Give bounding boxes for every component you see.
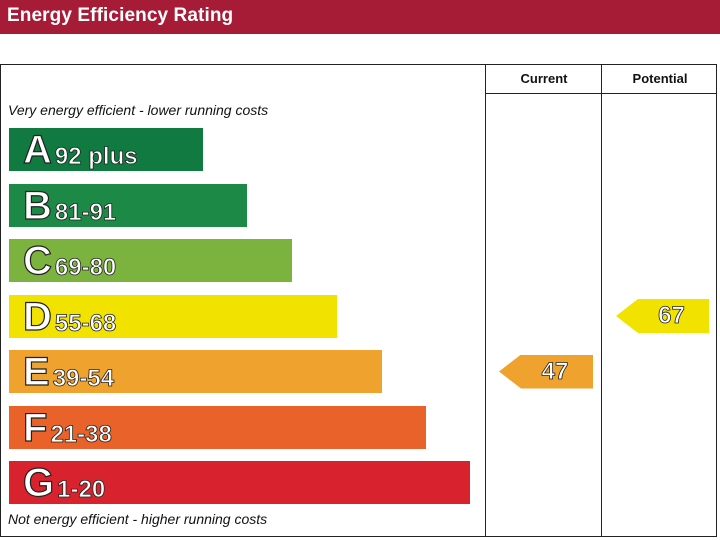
potential-column-divider — [601, 65, 602, 536]
rating-table: Current Potential Very energy efficient … — [0, 64, 717, 537]
band-range: 92 plus — [54, 143, 138, 170]
column-header-line — [486, 93, 716, 94]
band-range: 21-38 — [50, 420, 112, 448]
potential-column-header: Potential — [632, 71, 688, 86]
band-range: 39-54 — [52, 365, 115, 392]
potential-rating-arrow: 67 — [616, 299, 709, 333]
top-note: Very energy efficient - lower running co… — [8, 102, 269, 118]
current-rating-arrow-value: 47 — [541, 357, 569, 385]
band-c: C 69-80 — [9, 239, 292, 282]
band-letter: A — [22, 128, 52, 172]
band-e: E 39-54 — [9, 350, 382, 393]
band-g: G 1-20 — [9, 461, 470, 504]
band-letter: B — [22, 183, 52, 228]
band-letter: D — [22, 294, 52, 339]
band-range: 81-91 — [54, 198, 117, 226]
page-title: Energy Efficiency Rating — [7, 5, 234, 26]
potential-rating-arrow-value: 67 — [658, 302, 685, 330]
band-range: 1-20 — [57, 476, 106, 503]
current-rating-arrow: 47 — [499, 354, 593, 389]
bottom-note: Not energy efficient - higher running co… — [8, 511, 268, 527]
band-letter: C — [22, 239, 52, 283]
band-letter: F — [22, 405, 48, 450]
current-column-header: Current — [520, 71, 568, 86]
header-bar: Energy Efficiency Rating — [0, 0, 720, 34]
band-f: F 21-38 — [9, 405, 426, 450]
band-a: A 92 plus — [9, 128, 203, 171]
band-b: B 81-91 — [9, 183, 247, 228]
band-d: D 55-68 — [9, 294, 337, 339]
band-range: 55-68 — [54, 309, 117, 337]
band-range: 69-80 — [54, 254, 117, 281]
band-letter: E — [22, 350, 50, 394]
current-column-divider — [485, 65, 486, 536]
band-letter: G — [22, 461, 55, 505]
